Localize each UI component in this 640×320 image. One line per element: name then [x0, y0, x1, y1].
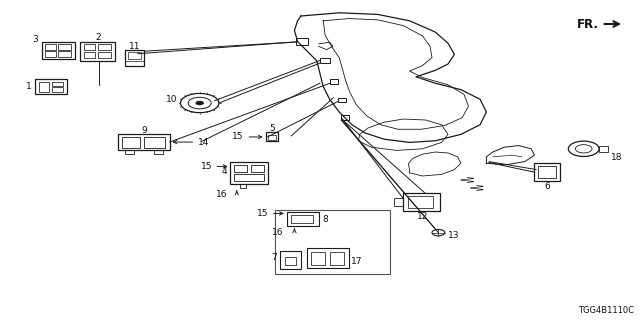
Bar — [35, 79, 67, 94]
Bar — [58, 51, 71, 57]
Bar — [84, 44, 95, 50]
Text: FR.: FR. — [577, 18, 598, 30]
Bar — [296, 38, 308, 45]
Text: 2: 2 — [95, 33, 100, 42]
Bar — [234, 174, 264, 181]
Text: 7: 7 — [271, 253, 277, 262]
Text: 18: 18 — [611, 153, 622, 162]
Bar — [599, 146, 608, 152]
Text: 13: 13 — [448, 231, 460, 240]
Bar — [341, 115, 349, 120]
Text: 15: 15 — [232, 132, 243, 141]
Bar — [338, 98, 346, 102]
Bar — [403, 193, 440, 211]
Bar — [287, 212, 319, 226]
Circle shape — [196, 101, 204, 105]
Text: 6: 6 — [545, 182, 550, 191]
Text: TGG4B1110C: TGG4B1110C — [578, 306, 634, 315]
Bar — [52, 87, 63, 92]
Bar — [98, 52, 111, 58]
Bar — [408, 196, 433, 208]
Bar — [80, 42, 115, 61]
Bar — [84, 52, 95, 58]
Bar — [128, 52, 141, 59]
Bar — [125, 150, 134, 154]
Bar — [275, 210, 390, 274]
Text: 11: 11 — [129, 42, 140, 51]
Bar — [280, 251, 301, 269]
Text: 12: 12 — [417, 212, 428, 221]
Bar — [118, 134, 170, 150]
Text: 16: 16 — [216, 190, 227, 199]
Bar — [42, 42, 75, 59]
Bar — [534, 163, 560, 181]
Text: 3: 3 — [33, 35, 38, 44]
Text: 14: 14 — [198, 138, 210, 147]
Bar — [154, 150, 163, 154]
Bar — [320, 58, 330, 63]
Text: 15: 15 — [257, 209, 269, 218]
Bar — [230, 162, 268, 184]
Bar — [266, 132, 278, 141]
Bar — [538, 166, 556, 178]
Bar — [251, 165, 264, 172]
Bar — [144, 137, 165, 148]
Bar — [285, 257, 296, 265]
Bar — [307, 248, 349, 268]
Bar — [58, 44, 71, 50]
Text: 15: 15 — [201, 162, 212, 171]
Bar — [311, 252, 325, 265]
Text: 16: 16 — [272, 228, 284, 237]
Bar — [240, 184, 246, 188]
Bar — [330, 79, 338, 84]
Text: 17: 17 — [351, 257, 362, 266]
Text: 4: 4 — [221, 167, 227, 176]
Bar — [52, 82, 63, 86]
Bar — [234, 165, 247, 172]
Bar — [45, 51, 56, 57]
Text: 10: 10 — [166, 95, 177, 104]
Text: 1: 1 — [26, 82, 32, 91]
Bar — [98, 44, 111, 50]
Text: 9: 9 — [141, 126, 147, 135]
Bar — [45, 44, 56, 50]
Bar — [122, 137, 140, 148]
Bar — [291, 215, 313, 223]
Bar — [394, 198, 403, 206]
Bar — [39, 82, 49, 92]
Text: 5: 5 — [269, 124, 275, 133]
Text: 8: 8 — [322, 215, 328, 224]
Bar — [330, 252, 344, 265]
Bar — [125, 50, 144, 66]
Bar — [268, 135, 276, 140]
